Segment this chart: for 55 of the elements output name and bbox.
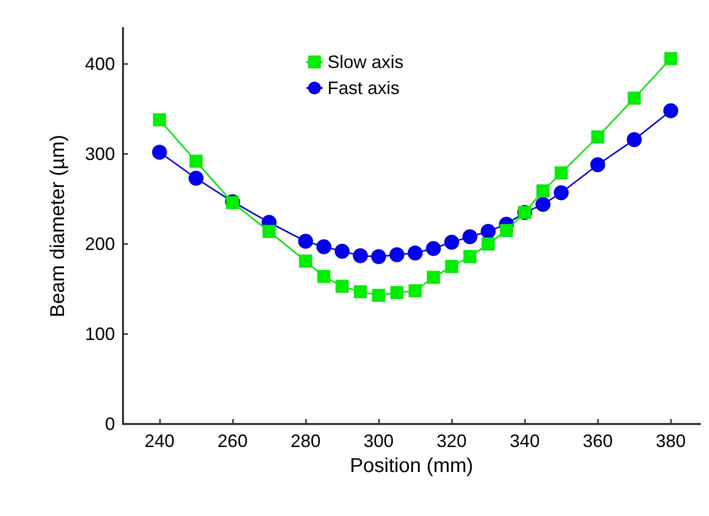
point [408,284,422,298]
point [336,280,349,293]
x-tick-label: 360 [582,431,613,451]
point [352,248,368,264]
x-tick-label: 260 [218,431,248,451]
point [663,103,678,118]
x-tick-label: 240 [144,431,175,451]
point [426,270,440,284]
y-tick-label: 300 [84,144,115,164]
point [500,224,513,237]
point [536,184,550,198]
point [262,224,276,238]
y-tick-label: 0 [104,414,115,434]
point [554,185,569,200]
point [188,170,204,186]
y-tick-label: 200 [84,234,115,254]
point [317,270,330,283]
point [480,224,496,239]
point [426,241,441,256]
legend-label: Slow axis [327,52,404,72]
point [190,154,203,168]
y-tick-label: 400 [84,54,115,74]
point [354,285,367,298]
point [152,144,168,160]
point [390,286,404,300]
point [628,92,641,105]
point [371,249,386,264]
point [316,239,332,254]
point [591,130,604,144]
point [590,157,606,172]
point [463,250,476,264]
point [462,229,478,244]
point [408,246,423,260]
point [389,247,404,262]
point [664,52,678,66]
point [372,288,386,302]
point [482,238,495,250]
x-tick-label: 300 [364,431,394,451]
x-axis-title: Position (mm) [350,455,474,477]
point [626,132,642,148]
x-tick-label: 340 [510,431,540,451]
point [554,166,568,180]
y-axis-title: Beam diameter (µm) [47,134,69,318]
x-tick-label: 280 [290,431,321,451]
x-tick-label: 320 [436,431,467,451]
point [298,234,314,249]
point [535,196,550,212]
point [445,260,458,273]
point [444,234,460,250]
point [334,244,350,259]
y-tick-label: 100 [84,324,115,344]
point [299,254,312,268]
point [153,113,166,126]
x-tick-label: 380 [656,431,686,451]
legend-label: Fast axis [327,78,400,98]
